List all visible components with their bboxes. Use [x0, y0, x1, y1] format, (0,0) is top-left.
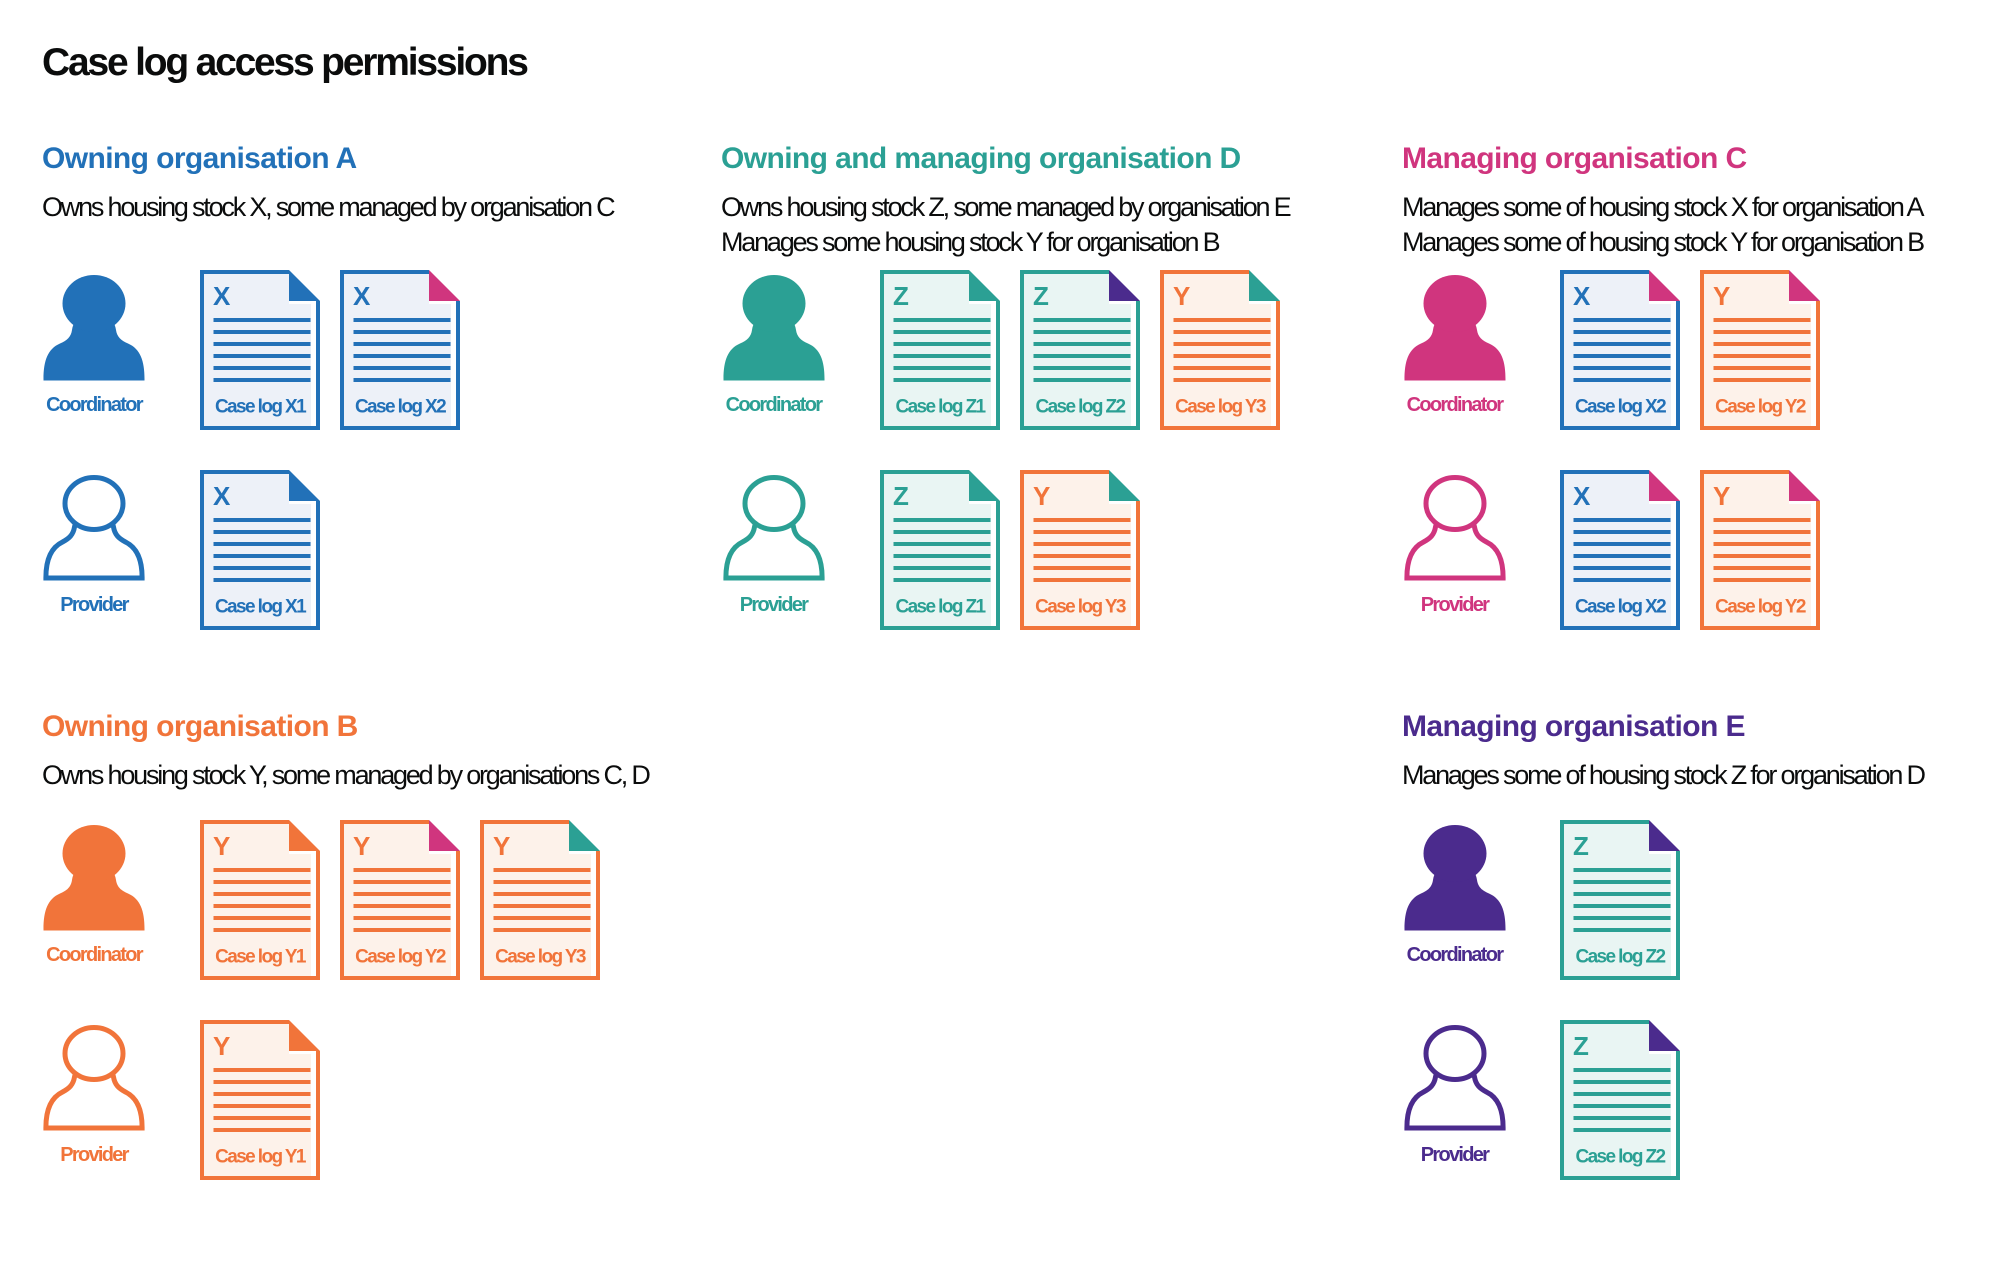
- svg-text:Case log X1: Case log X1: [215, 597, 307, 618]
- svg-text:X: X: [213, 281, 231, 311]
- svg-text:Z: Z: [1033, 281, 1049, 311]
- svg-text:Case log Y2: Case log Y2: [1715, 397, 1806, 418]
- svg-text:X: X: [213, 481, 231, 511]
- svg-text:X: X: [353, 281, 371, 311]
- svg-text:Case log X1: Case log X1: [215, 397, 307, 418]
- svg-text:Case log X2: Case log X2: [355, 397, 446, 418]
- svg-text:Y: Y: [1713, 281, 1730, 311]
- svg-text:Case log Z1: Case log Z1: [895, 397, 986, 418]
- svg-text:X: X: [1573, 281, 1591, 311]
- svg-text:X: X: [1573, 481, 1591, 511]
- svg-text:Y: Y: [1033, 481, 1050, 511]
- svg-text:Case log Y3: Case log Y3: [1175, 397, 1266, 418]
- svg-text:Z: Z: [893, 281, 909, 311]
- svg-text:Y: Y: [493, 831, 510, 861]
- svg-text:Case log Y1: Case log Y1: [215, 1147, 307, 1168]
- svg-text:Case log Z1: Case log Z1: [895, 597, 986, 618]
- svg-text:Case log Y1: Case log Y1: [215, 947, 307, 968]
- svg-text:Y: Y: [1173, 281, 1190, 311]
- svg-text:Y: Y: [353, 831, 370, 861]
- svg-text:Case log Y3: Case log Y3: [495, 947, 586, 968]
- svg-text:Case log Z2: Case log Z2: [1035, 397, 1125, 418]
- svg-text:Case log Z2: Case log Z2: [1575, 1147, 1665, 1168]
- svg-text:Case log Y2: Case log Y2: [355, 947, 446, 968]
- svg-text:Y: Y: [213, 831, 230, 861]
- svg-text:Case log X2: Case log X2: [1575, 397, 1666, 418]
- svg-text:Z: Z: [1573, 1031, 1589, 1061]
- svg-text:Y: Y: [213, 1031, 230, 1061]
- svg-text:Case log Z2: Case log Z2: [1575, 947, 1665, 968]
- svg-text:Case log Y2: Case log Y2: [1715, 597, 1806, 618]
- svg-text:Z: Z: [1573, 831, 1589, 861]
- svg-text:Z: Z: [893, 481, 909, 511]
- svg-text:Y: Y: [1713, 481, 1730, 511]
- svg-text:Case log X2: Case log X2: [1575, 597, 1666, 618]
- svg-text:Case log Y3: Case log Y3: [1035, 597, 1126, 618]
